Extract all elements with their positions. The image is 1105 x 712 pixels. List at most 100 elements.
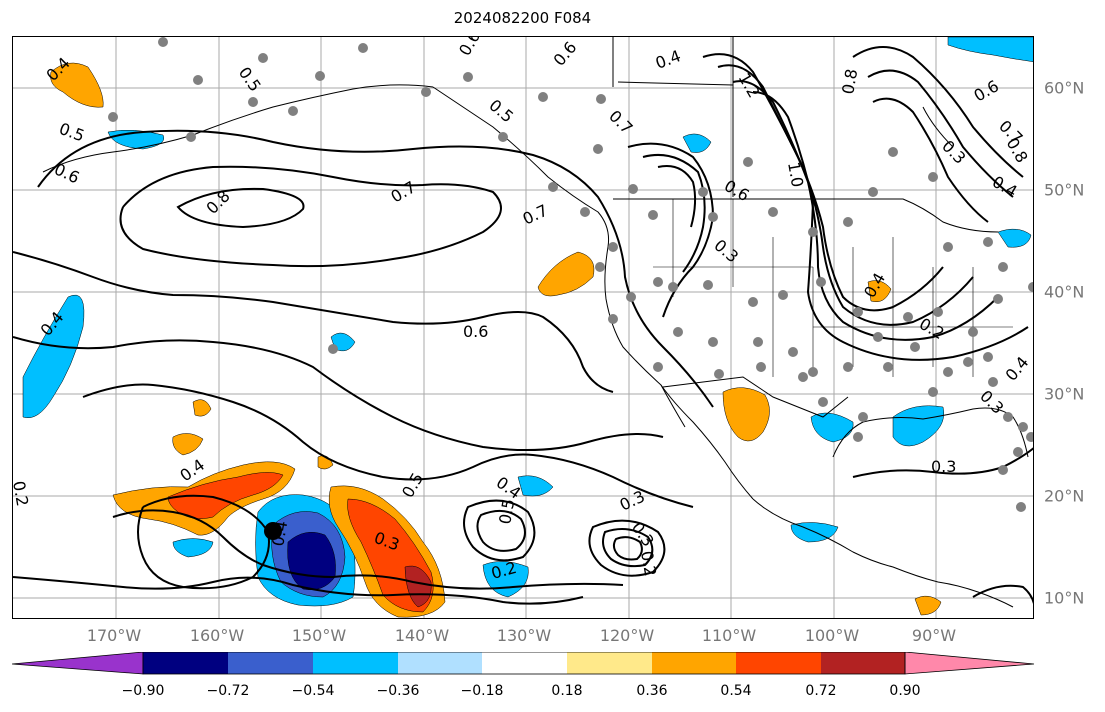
lon-label-130w: 130°W	[496, 626, 552, 645]
us-mexico-border	[662, 376, 849, 418]
lon-label-110w: 110°W	[701, 626, 757, 645]
east-canada-border	[612, 37, 954, 197]
colorbar-segment	[567, 652, 652, 674]
contour-0.5-lower	[13, 336, 664, 452]
contour-label: 0.3	[628, 518, 658, 550]
contour-label: 0.7	[520, 201, 551, 229]
colorbar-min-extend	[12, 652, 144, 675]
lat-label-60n: 60°N	[1044, 78, 1085, 98]
orange-fill-plains	[867, 280, 892, 302]
colorbar-tick-label: 0.72	[805, 683, 837, 699]
lon-label-170w: 170°W	[86, 626, 142, 645]
colorbar-tick-label: 0.36	[636, 683, 668, 699]
contour-closed-circle-5	[612, 536, 643, 561]
colorbar-segment	[652, 652, 736, 674]
contour-0.6-main	[37, 129, 714, 408]
contour-mexico-0.3	[852, 447, 1033, 478]
contour-label: 0.6	[455, 37, 484, 59]
mexico-coast	[752, 498, 1014, 608]
lat-label-40n: 40°N	[1044, 282, 1085, 302]
lon-label-120w: 120°W	[599, 626, 655, 645]
orange-fill-bering	[50, 62, 104, 108]
colorbar-segment	[143, 652, 228, 674]
contour-label: 0.6	[550, 38, 581, 70]
storm-center-marker	[264, 522, 282, 540]
contour-label: 0.3	[938, 136, 969, 167]
colorbar-tick-label: −0.36	[376, 683, 420, 699]
contour-closed-circle-3	[588, 519, 666, 577]
contour-hawaii-loop	[137, 494, 270, 590]
bc-coast	[432, 86, 609, 248]
contour-closed-circle-2	[476, 509, 526, 552]
colorbar-segment	[482, 652, 567, 674]
contour-label: 0.8	[838, 67, 861, 95]
us-west-coast	[604, 246, 686, 428]
contour-ne-loop-1	[852, 46, 1024, 178]
lon-label-140w: 140°W	[394, 626, 450, 645]
colorbar-tick-label: 0.90	[889, 683, 921, 699]
contour-closed-circle-4	[602, 527, 654, 568]
contour-label: 0.2	[13, 479, 32, 507]
contour-label: 0.2	[637, 549, 660, 577]
colorbar-tick-label: 0.18	[551, 683, 583, 699]
blue-fill-west-pacific	[22, 294, 85, 419]
contour-label: 1.2	[735, 70, 764, 102]
colorbar-segment	[398, 652, 482, 674]
contour-label: 0.6	[463, 322, 488, 341]
contour-central-am	[972, 584, 1033, 605]
contour-ne-loop-3	[872, 97, 989, 223]
contour-pnw-3	[657, 165, 697, 228]
orange-fill-west-mexico	[722, 387, 770, 442]
negative-anomaly-fills	[22, 37, 1033, 607]
contour-closed-circle-1	[463, 499, 536, 562]
colorbar-segment	[736, 652, 821, 674]
contour-label: 0.6	[971, 76, 1003, 105]
alaska-coast	[42, 84, 434, 173]
colorbar	[12, 652, 1035, 675]
coastlines	[42, 37, 1029, 608]
contour-pnw-2	[642, 153, 706, 273]
contour-0.7-gulf-ak	[119, 165, 502, 268]
blue-fill-canada-ne	[947, 37, 1033, 62]
baja-coast	[660, 384, 754, 500]
contour-canada-jet-1	[702, 53, 944, 312]
contour-label: 0.7	[605, 106, 636, 137]
contour-label: 0.6	[721, 176, 753, 205]
contour-lines	[13, 46, 1033, 605]
contour-0.4-lower	[82, 383, 694, 508]
orange-fill-small-2	[192, 399, 212, 417]
contour-label: 0.7	[388, 177, 420, 206]
contour-label: 0.4	[989, 172, 1021, 201]
contour-0.6-lower	[13, 251, 614, 393]
contour-0.8-closed	[176, 187, 305, 229]
blue-fill-ne-us	[997, 228, 1032, 248]
lat-label-50n: 50°N	[1044, 180, 1085, 200]
lat-label-10n: 10°N	[1044, 588, 1085, 608]
colorbar-max-extend	[904, 652, 1035, 675]
map-panel[interactable]: 0.4 0.5 0.5 0.6 0.6 0.8 0.7 0.7 0.6 0.5 …	[12, 36, 1034, 619]
contour-label: 0.3	[976, 386, 1007, 417]
contour-label: 1.0	[784, 160, 807, 188]
contour-0.2-south	[13, 576, 584, 605]
contour-canada-jet-2	[717, 64, 974, 326]
contour-label: 0.5	[485, 96, 517, 127]
contour-label: 0.3	[931, 457, 956, 476]
lon-label-100w: 100°W	[804, 626, 860, 645]
lon-label-150w: 150°W	[291, 626, 347, 645]
blue-fill-mexico	[810, 412, 854, 443]
colorbar-tick-label: −0.90	[121, 683, 165, 699]
blue-fill-140w	[517, 475, 554, 497]
lon-label-160w: 160°W	[189, 626, 245, 645]
positive-anomaly-fills	[50, 62, 942, 618]
contour-label: 0.3	[710, 236, 742, 267]
blue-fill-near-hawaii	[172, 538, 214, 558]
contour-label: 0.5	[495, 497, 518, 525]
contour-label: 0.4	[268, 519, 291, 547]
contour-ne-loop-2	[867, 69, 1014, 198]
colorbar-tick-label: −0.54	[291, 683, 335, 699]
graticule	[13, 37, 1033, 618]
contour-0.3-hawaii	[112, 509, 624, 590]
contour-canada-jet-4	[752, 91, 1029, 361]
orange-fill-central-am	[914, 595, 942, 616]
orange-fill-small-1	[172, 433, 204, 456]
